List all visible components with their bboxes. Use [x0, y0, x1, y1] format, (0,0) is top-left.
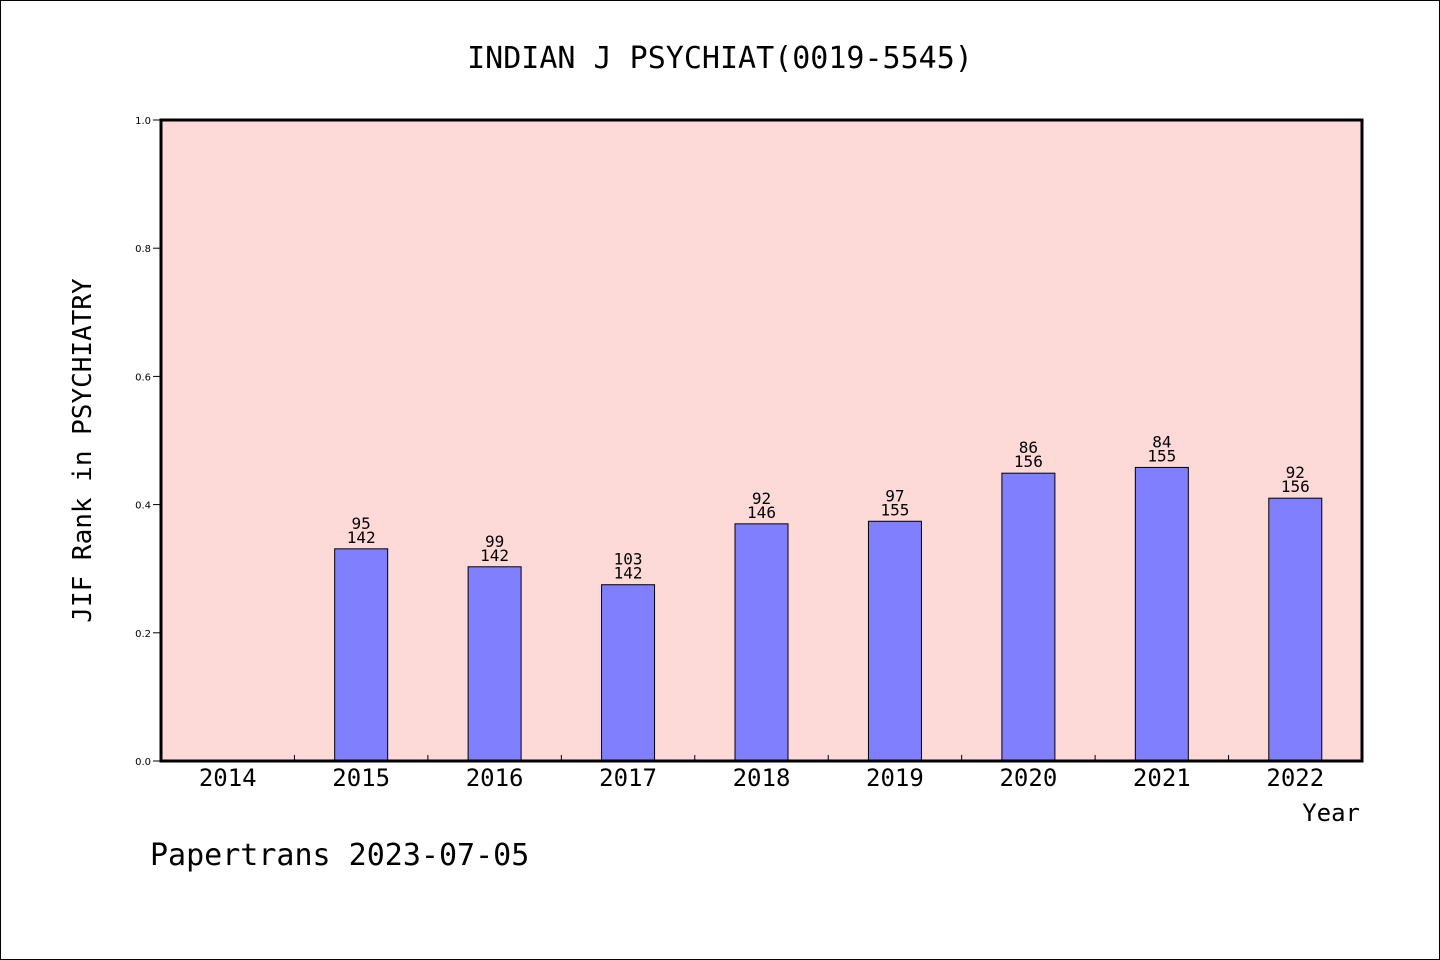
total-label: 142	[347, 528, 376, 547]
y-tick-label: 0.8	[135, 244, 151, 255]
x-tick-label: 2021	[1133, 764, 1191, 792]
rank-label: 99	[485, 532, 504, 551]
x-tick-label: 2015	[332, 764, 390, 792]
bar-2020	[1001, 472, 1056, 762]
y-axis-label: JIF Rank in PSYCHIATRY	[68, 278, 98, 623]
bar-2015	[334, 548, 389, 762]
y-tick-label: 0.0	[135, 757, 151, 768]
rank-label: 92	[1286, 463, 1305, 482]
chart-title: INDIAN J PSYCHIAT(0019-5545)	[467, 41, 973, 76]
x-tick-label: 2022	[1266, 764, 1324, 792]
y-tick-label: 0.2	[135, 629, 151, 640]
rank-label: 97	[885, 486, 904, 505]
bar-2018	[734, 523, 789, 762]
y-axis: 0.0 0.2 0.4 0.6 0.8 1.0	[135, 116, 161, 768]
x-axis: 2014 2015 2016 2017 2018 2019 2020 2021 2022	[199, 755, 1324, 792]
rank-label: 95	[352, 514, 371, 533]
total-label: 156	[1281, 477, 1310, 496]
total-label: 156	[1014, 452, 1043, 471]
y-tick-label: 0.4	[135, 501, 151, 512]
total-label: 155	[1147, 446, 1176, 465]
total-label: 142	[480, 546, 509, 565]
x-axis-label: Year	[1302, 799, 1360, 827]
rank-label: 86	[1019, 438, 1038, 457]
total-label: 155	[880, 500, 909, 519]
y-tick-label: 1.0	[135, 116, 151, 127]
bar-2021	[1134, 466, 1189, 762]
rank-label: 103	[614, 550, 643, 569]
bar-2016	[467, 566, 522, 762]
rank-label: 84	[1152, 432, 1171, 451]
x-tick-label: 2019	[866, 764, 924, 792]
x-tick-label: 2016	[466, 764, 524, 792]
x-tick-label: 2014	[199, 764, 257, 792]
plot-frame	[159, 118, 1364, 763]
x-tick-label: 2018	[733, 764, 791, 792]
bar-2019	[867, 520, 922, 762]
bars-layer	[334, 466, 1323, 762]
x-tick-label: 2020	[999, 764, 1057, 792]
bar-2022	[1268, 497, 1323, 762]
total-label: 146	[747, 503, 776, 522]
total-label: 142	[614, 564, 643, 583]
bar-2017	[601, 584, 656, 762]
rank-label: 92	[752, 489, 771, 508]
x-tick-label: 2017	[599, 764, 657, 792]
y-tick-label: 0.6	[135, 372, 151, 383]
footer-text: Papertrans 2023-07-05	[150, 838, 529, 873]
